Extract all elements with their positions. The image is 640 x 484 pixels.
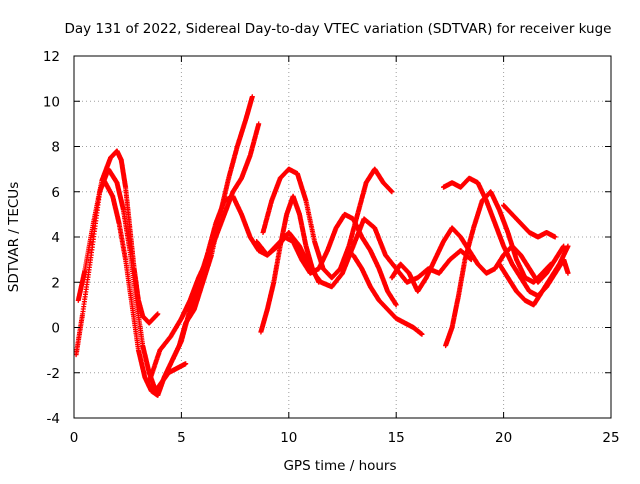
series-arc-13 (496, 243, 571, 308)
data-points (75, 148, 161, 326)
y-tick-label: -4 (47, 411, 60, 427)
x-tick-label: 20 (495, 430, 512, 446)
x-tick-label: 15 (388, 430, 405, 446)
series-arc-9 (350, 252, 425, 337)
data-points (496, 243, 571, 308)
data-points (501, 202, 558, 240)
data-points (443, 189, 554, 349)
y-tick-label: -2 (47, 366, 60, 382)
tick-layer (73, 55, 612, 419)
y-tick-label: 2 (51, 275, 60, 291)
y-axis-label: SDTVAR / TECUs (6, 182, 22, 292)
series-arc-2 (75, 148, 161, 326)
x-tick-label: 10 (280, 430, 297, 446)
series-arc-11 (443, 189, 554, 349)
y-tick-label: 12 (43, 49, 60, 65)
chart-title: Day 131 of 2022, Sidereal Day-to-day VTE… (64, 21, 611, 37)
y-tick-label: 6 (51, 185, 60, 201)
x-tick-label: 0 (70, 430, 79, 446)
label-layer: 0 5 10 15 20 25 -4 -2 0 2 4 6 8 10 12 (43, 49, 620, 446)
y-tick-label: 8 (51, 140, 60, 156)
series-arc-7 (260, 166, 395, 281)
x-axis-label: GPS time / hours (283, 458, 396, 474)
data-layer (73, 94, 571, 398)
series-arc-14 (501, 202, 558, 240)
y-tick-label: 10 (43, 94, 60, 110)
data-points (350, 252, 425, 337)
x-tick-label: 25 (602, 430, 619, 446)
data-points (260, 166, 395, 281)
y-tick-label: 0 (51, 321, 60, 337)
data-points (254, 216, 474, 290)
data-points (146, 121, 262, 385)
series-arc-4 (146, 121, 262, 385)
y-tick-label: 4 (51, 230, 60, 246)
x-tick-label: 5 (177, 430, 186, 446)
series-arc-8 (254, 216, 474, 290)
